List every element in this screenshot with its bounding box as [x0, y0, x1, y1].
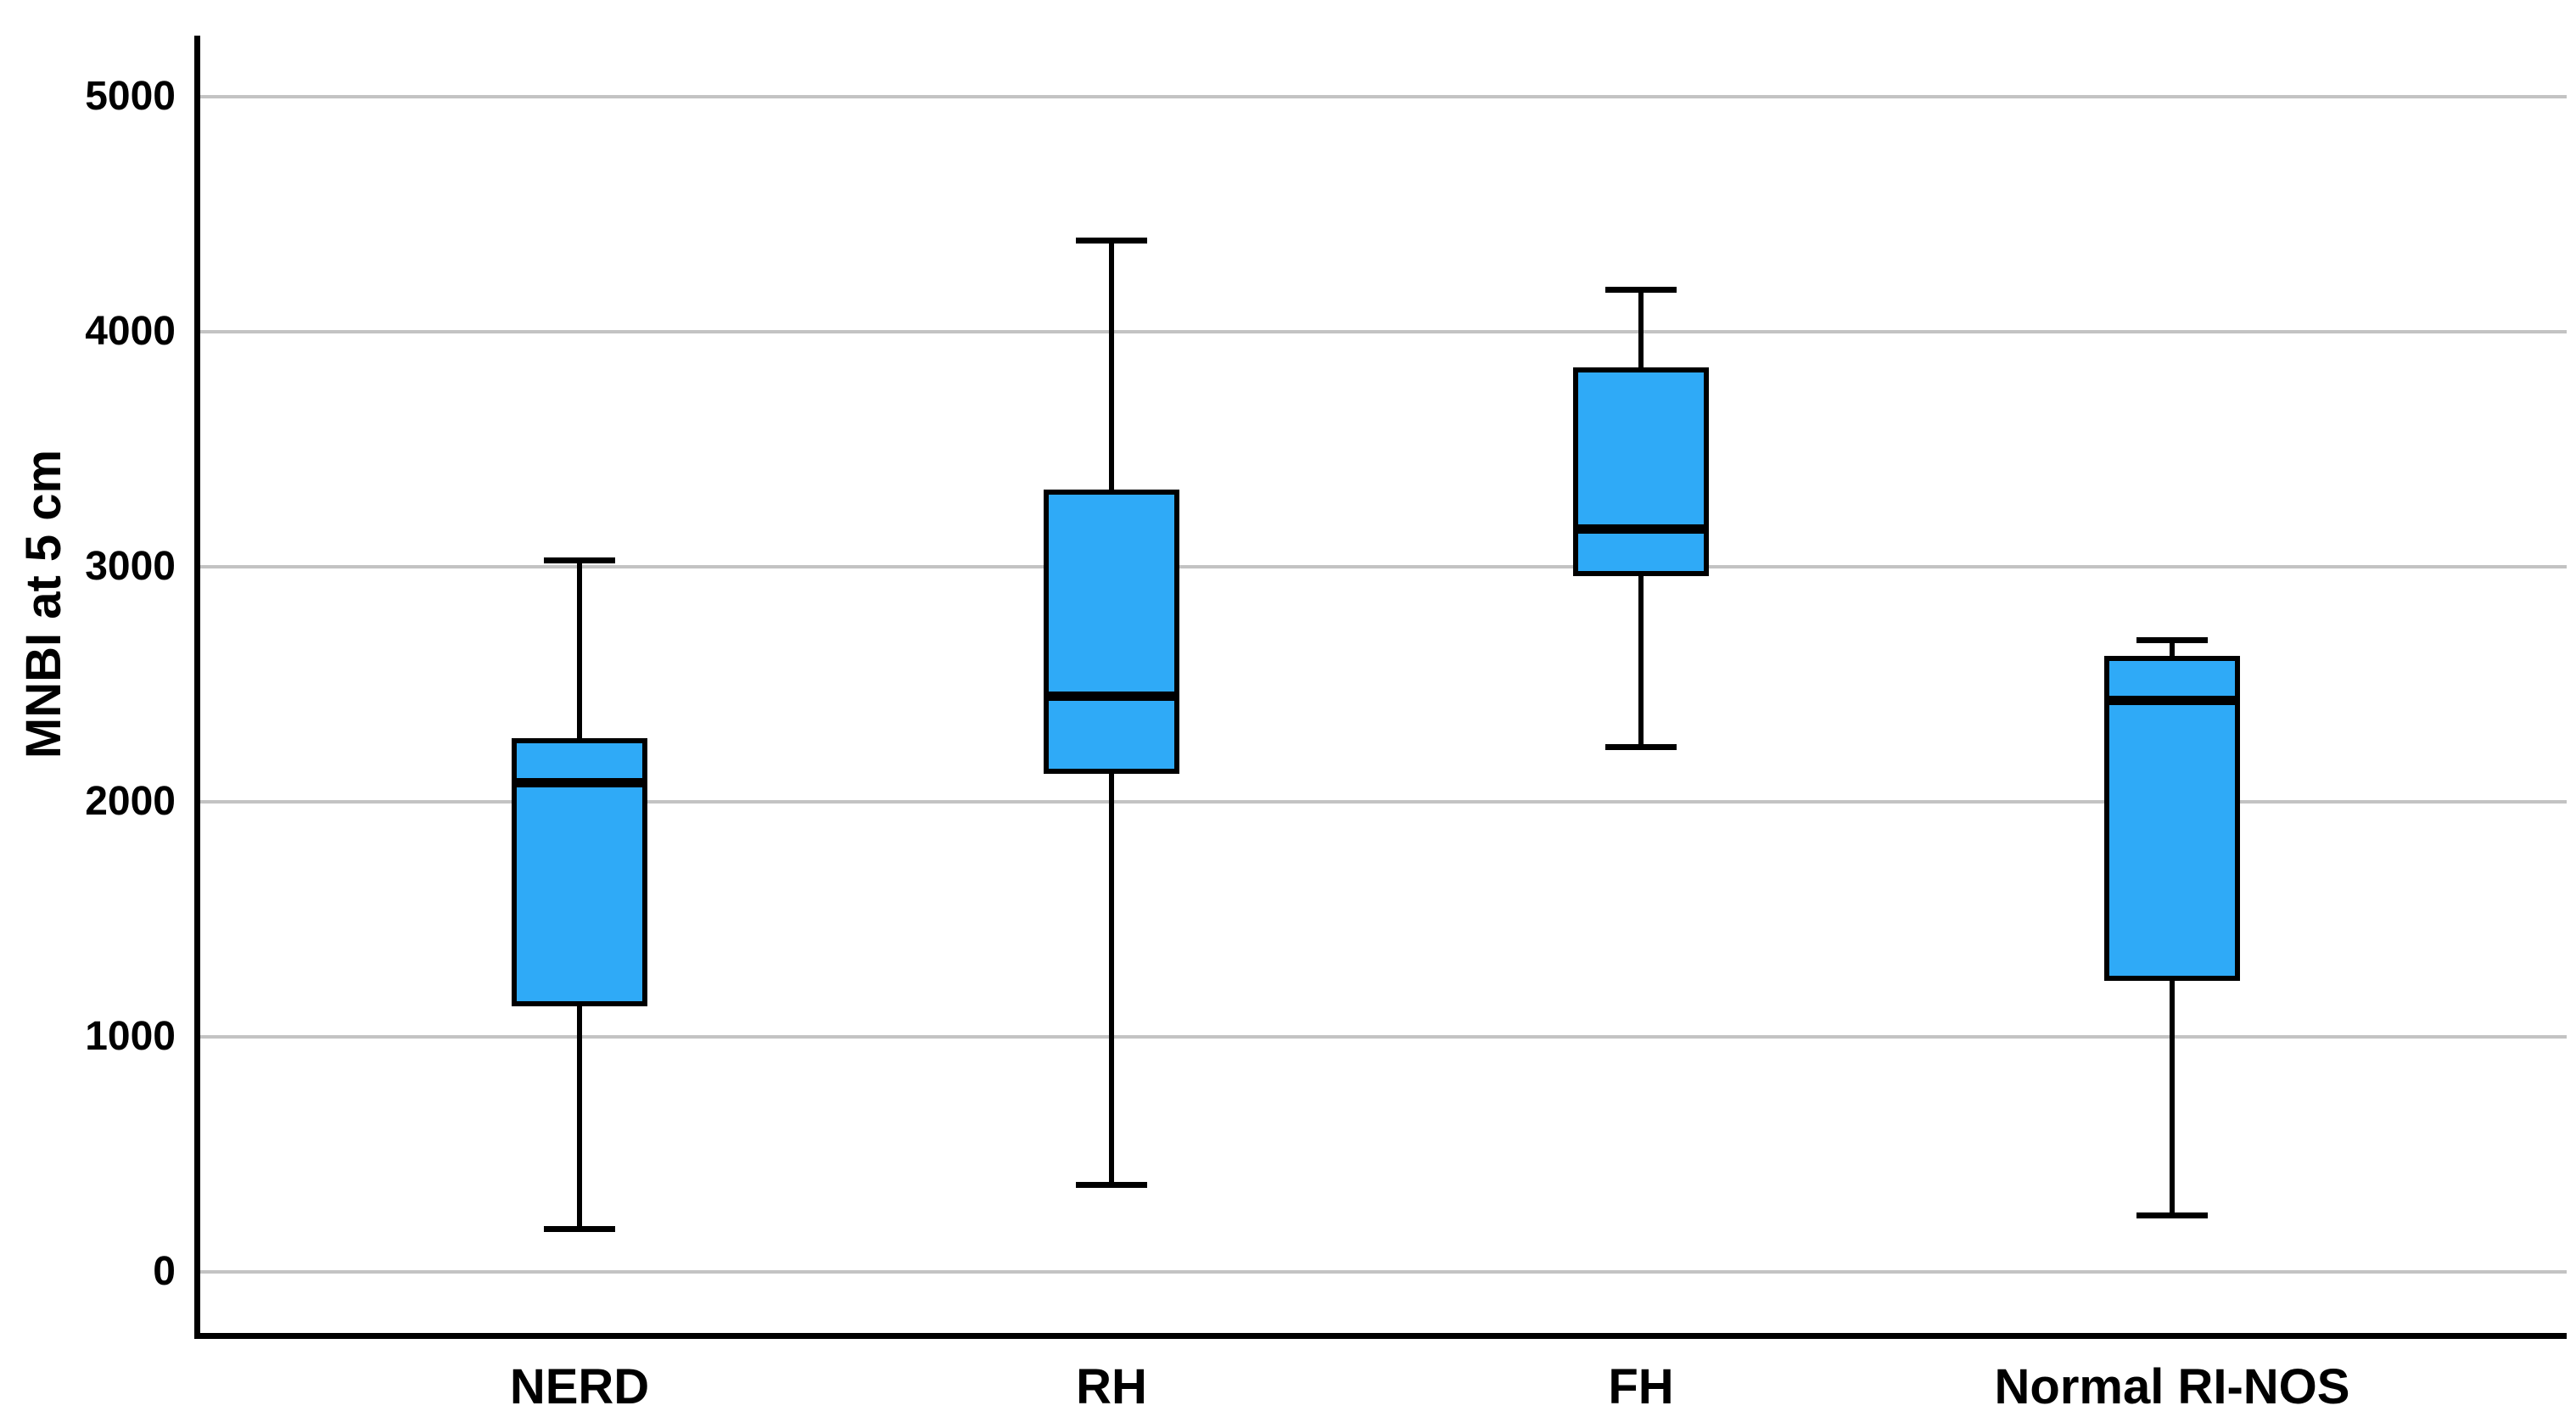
whisker-cap-max-rh [1076, 237, 1147, 244]
whisker-cap-min-nerd [544, 1226, 615, 1233]
whisker-cap-max-normal-ri-nos [2136, 636, 2208, 643]
whisker-lower-fh [1638, 576, 1644, 748]
whisker-upper-nerd [577, 559, 582, 739]
whisker-cap-min-fh [1605, 744, 1677, 751]
category-label-fh: FH [1608, 1359, 1674, 1414]
gridline [200, 330, 2567, 333]
y-tick-label: 0 [153, 1249, 176, 1294]
whisker-lower-normal-ri-nos [2170, 980, 2175, 1216]
y-tick-label: 1000 [85, 1014, 176, 1059]
category-label-rh: RH [1076, 1359, 1147, 1414]
box-normal-ri-nos [2104, 656, 2240, 981]
y-tick-label: 3000 [85, 544, 176, 589]
median-normal-ri-nos [2109, 696, 2235, 706]
y-tick-label: 4000 [85, 309, 176, 354]
box-fh [1573, 367, 1709, 577]
category-label-normal-ri-nos: Normal RI-NOS [1994, 1359, 2350, 1414]
gridline [200, 800, 2567, 804]
whisker-lower-rh [1109, 773, 1114, 1185]
gridline [200, 1035, 2567, 1039]
y-axis-line [194, 36, 200, 1339]
whisker-cap-max-nerd [544, 557, 615, 563]
median-nerd [517, 778, 642, 788]
y-tick-label: 2000 [85, 779, 176, 824]
whisker-lower-nerd [577, 1005, 582, 1230]
gridline [200, 1270, 2567, 1274]
whisker-cap-min-normal-ri-nos [2136, 1212, 2208, 1218]
whisker-upper-fh [1638, 289, 1644, 367]
whisker-cap-max-fh [1605, 287, 1677, 294]
whisker-cap-min-rh [1076, 1181, 1147, 1188]
whisker-upper-normal-ri-nos [2170, 639, 2175, 657]
category-label-nerd: NERD [509, 1359, 650, 1414]
gridline [200, 95, 2567, 98]
y-tick-label: 5000 [85, 74, 176, 119]
whisker-upper-rh [1109, 239, 1114, 490]
x-axis-line [194, 1333, 2567, 1339]
box-rh [1044, 489, 1179, 774]
gridline [200, 565, 2567, 568]
median-fh [1578, 524, 1704, 535]
median-rh [1049, 691, 1174, 701]
